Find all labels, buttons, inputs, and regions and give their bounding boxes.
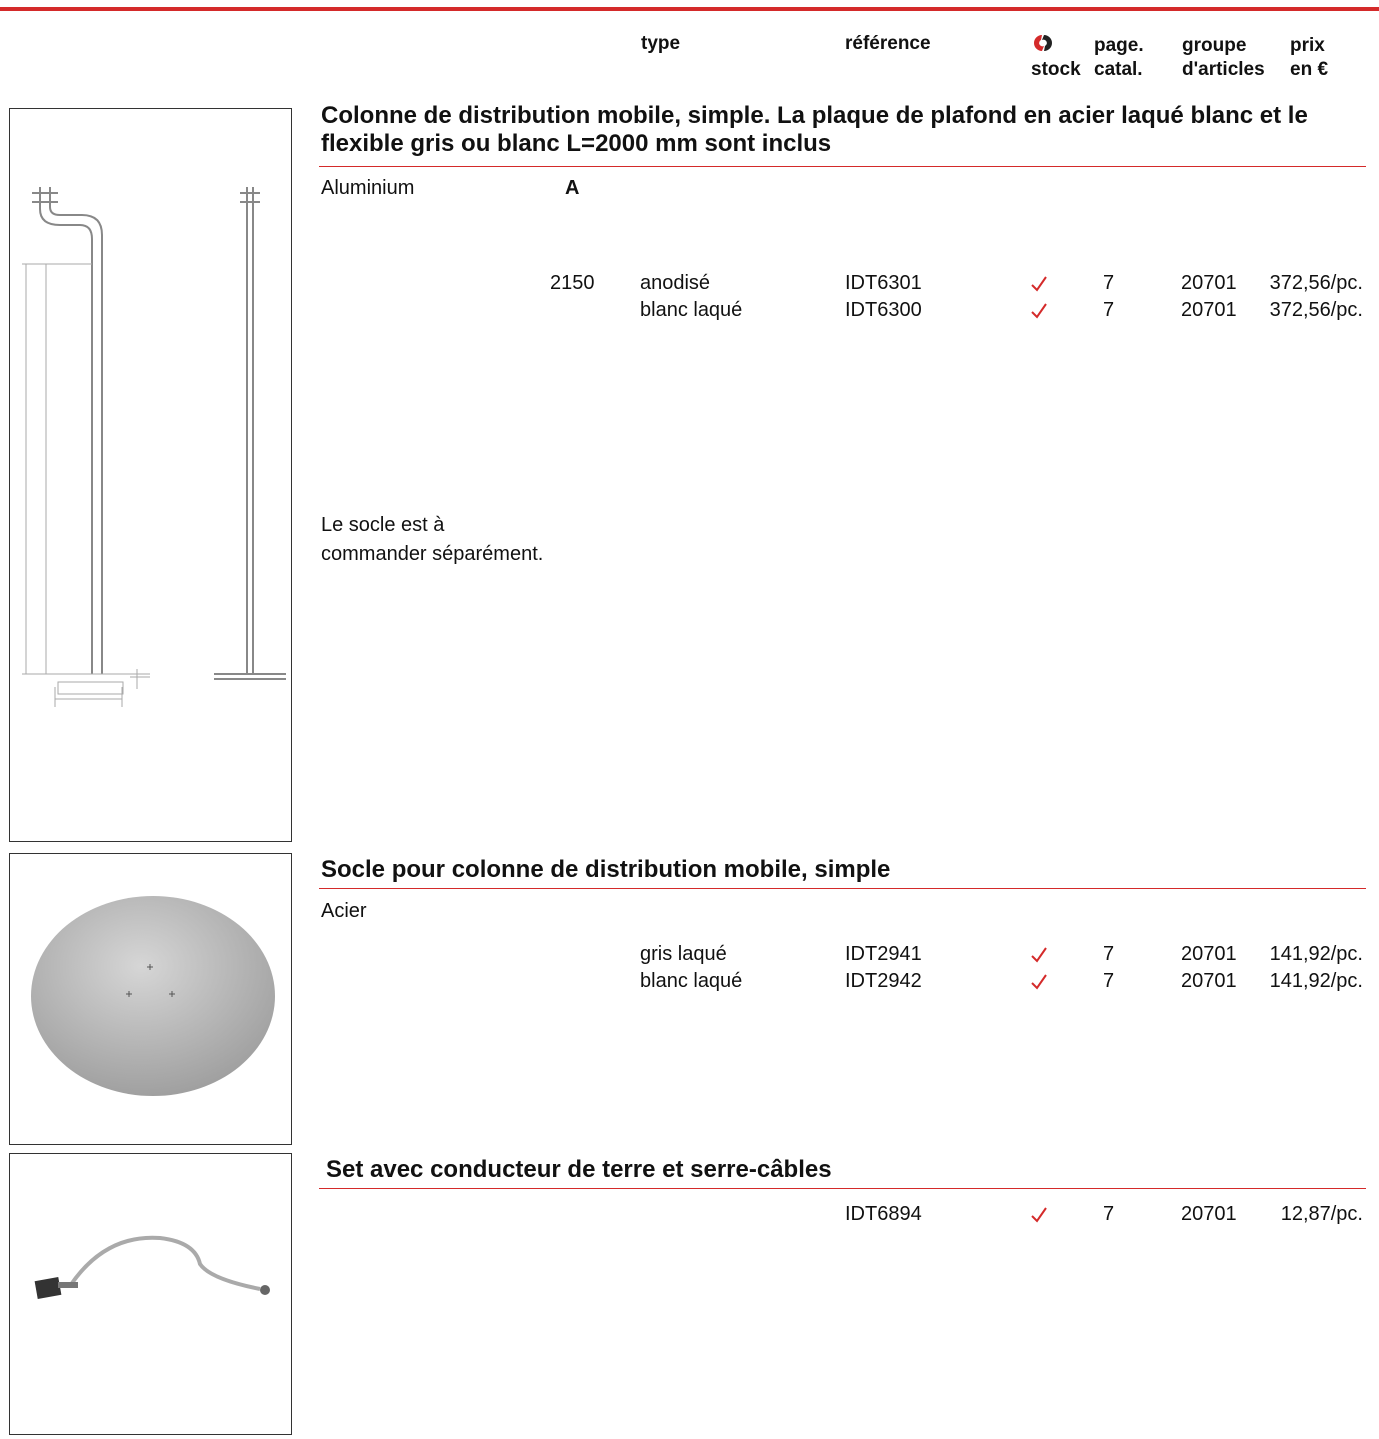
image-column (9, 108, 292, 842)
cable-drawing (34, 1235, 270, 1299)
price: 12,87/pc. (1280, 1203, 1363, 1225)
page-number: 7 (1103, 272, 1115, 294)
page-number: 7 (1103, 1203, 1115, 1225)
header-page: page. (1094, 35, 1144, 56)
material: Aluminium (321, 177, 415, 199)
stock-check (1031, 947, 1047, 963)
dimension: 2150 (550, 272, 595, 294)
price: 372,56/pc. (1269, 299, 1363, 321)
top-rule (0, 7, 1379, 11)
stock-check (1031, 276, 1047, 292)
section-title: Socle pour colonne de distribution mobil… (321, 856, 891, 883)
article-group: 20701 (1181, 970, 1237, 992)
price: 141,92/pc. (1269, 970, 1363, 992)
header-stock: stock (1031, 59, 1081, 80)
header-price: en € (1290, 59, 1329, 80)
column-drawing (22, 187, 286, 707)
note: commander séparément. (321, 543, 544, 565)
page-number: 7 (1103, 970, 1115, 992)
reference: IDT6301 (845, 272, 922, 294)
reference: IDT6894 (845, 1203, 922, 1225)
header-reference: référence (845, 33, 931, 54)
reference: IDT2942 (845, 970, 922, 992)
type: blanc laqué (640, 299, 743, 321)
header-type: type (641, 33, 681, 54)
header-group: groupe (1182, 35, 1247, 56)
stock-check (1031, 974, 1047, 990)
type: gris laqué (640, 943, 727, 965)
section-title: Colonne de distribution mobile, simple. … (321, 102, 1308, 157)
stock-icon (1034, 35, 1052, 51)
article-group: 20701 (1181, 299, 1237, 321)
type: anodisé (640, 272, 711, 294)
base-drawing (31, 896, 275, 1096)
material: Acier (321, 900, 367, 922)
section-rule (319, 1188, 1366, 1189)
price: 372,56/pc. (1269, 272, 1363, 294)
reference: IDT6300 (845, 299, 922, 321)
note: Le socle est à (321, 514, 445, 536)
stock-check (1031, 303, 1047, 319)
stock-check (1031, 1207, 1047, 1223)
header-price: prix (1290, 35, 1325, 56)
reference: IDT2941 (845, 943, 922, 965)
price: 141,92/pc. (1269, 943, 1363, 965)
header-group: d'articles (1182, 59, 1265, 80)
section-rule (319, 166, 1366, 167)
header-page: catal. (1094, 59, 1143, 80)
section-title: Set avec conducteur de terre et serre-câ… (326, 1156, 832, 1183)
image-cable (9, 1153, 292, 1435)
type: blanc laqué (640, 970, 743, 992)
section-rule (319, 888, 1366, 889)
article-group: 20701 (1181, 943, 1237, 965)
article-group: 20701 (1181, 1203, 1237, 1225)
page-number: 7 (1103, 943, 1115, 965)
page-number: 7 (1103, 299, 1115, 321)
dimension-label: A (565, 177, 580, 199)
image-base (9, 853, 292, 1145)
article-group: 20701 (1181, 272, 1237, 294)
